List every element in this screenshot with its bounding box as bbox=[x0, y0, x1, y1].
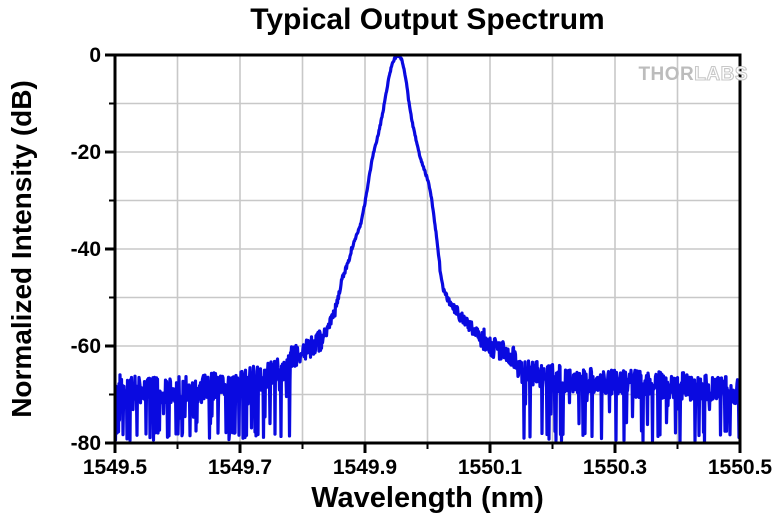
tick-labels: 1549.5 1549.7 1549.9 1550.1 1550.3 1550.5 0 -20… bbox=[71, 44, 773, 479]
y-tick-label: -40 bbox=[71, 238, 101, 261]
axis-ticks bbox=[105, 53, 742, 453]
x-tick-label: 1549.9 bbox=[333, 456, 397, 479]
x-tick-label: 1550.5 bbox=[708, 456, 773, 479]
spectrum-curve bbox=[115, 55, 740, 443]
x-tick-label: 1549.5 bbox=[83, 456, 148, 479]
y-tick-label: -60 bbox=[71, 335, 101, 358]
x-tick-label: 1550.3 bbox=[583, 456, 647, 479]
logo-labs: LABS bbox=[694, 63, 748, 85]
y-tick-label: -20 bbox=[71, 141, 101, 164]
x-axis-label: Wavelength (nm) bbox=[311, 482, 544, 514]
y-tick-label: 0 bbox=[89, 44, 101, 67]
thorlabs-watermark: THORLABS bbox=[638, 63, 748, 86]
x-tick-label: 1549.7 bbox=[208, 456, 272, 479]
y-tick-label: -80 bbox=[71, 432, 101, 455]
x-tick-label: 1550.1 bbox=[458, 456, 523, 479]
logo-thor: THOR bbox=[638, 64, 695, 85]
chart-title: Typical Output Spectrum bbox=[250, 3, 605, 36]
gridlines bbox=[115, 55, 740, 443]
